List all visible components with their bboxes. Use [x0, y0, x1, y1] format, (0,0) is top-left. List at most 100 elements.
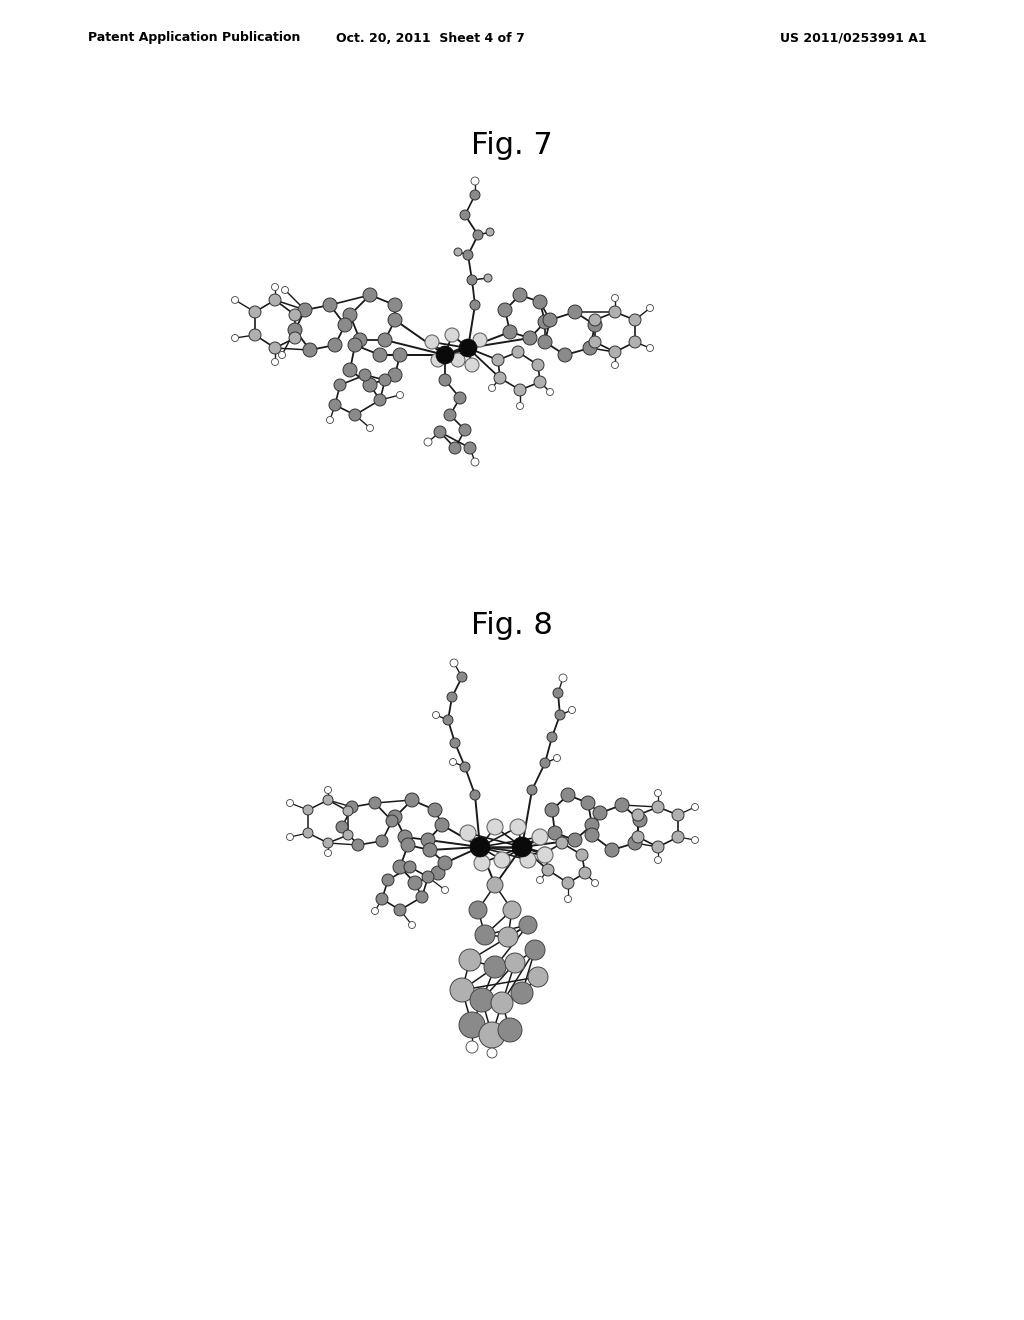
Circle shape — [362, 288, 377, 302]
Circle shape — [349, 409, 361, 421]
Circle shape — [542, 865, 554, 876]
Circle shape — [691, 804, 698, 810]
Circle shape — [450, 659, 458, 667]
Circle shape — [615, 799, 629, 812]
Circle shape — [514, 384, 526, 396]
Circle shape — [424, 438, 432, 446]
Circle shape — [434, 426, 446, 438]
Circle shape — [592, 879, 598, 887]
Circle shape — [528, 968, 548, 987]
Circle shape — [398, 830, 412, 843]
Circle shape — [394, 904, 406, 916]
Circle shape — [473, 230, 483, 240]
Circle shape — [459, 424, 471, 436]
Circle shape — [548, 826, 562, 840]
Circle shape — [609, 346, 621, 358]
Circle shape — [388, 313, 402, 327]
Circle shape — [279, 351, 286, 359]
Circle shape — [459, 949, 481, 972]
Circle shape — [374, 393, 386, 407]
Circle shape — [328, 338, 342, 352]
Circle shape — [672, 832, 684, 843]
Circle shape — [519, 916, 537, 935]
Circle shape — [484, 956, 506, 978]
Circle shape — [466, 1041, 478, 1053]
Text: Fig. 7: Fig. 7 — [471, 131, 553, 160]
Circle shape — [564, 895, 571, 903]
Circle shape — [401, 838, 415, 851]
Circle shape — [558, 348, 572, 362]
Circle shape — [459, 1012, 485, 1038]
Circle shape — [556, 837, 568, 849]
Circle shape — [593, 807, 607, 820]
Circle shape — [511, 982, 534, 1005]
Circle shape — [589, 337, 601, 348]
Circle shape — [585, 818, 599, 832]
Circle shape — [464, 442, 476, 454]
Circle shape — [406, 793, 419, 807]
Circle shape — [450, 738, 460, 748]
Circle shape — [539, 847, 551, 859]
Circle shape — [579, 867, 591, 879]
Circle shape — [475, 925, 495, 945]
Circle shape — [568, 305, 582, 319]
Circle shape — [425, 335, 439, 348]
Circle shape — [346, 801, 358, 813]
Circle shape — [632, 809, 644, 821]
Circle shape — [449, 442, 461, 454]
Circle shape — [416, 891, 428, 903]
Circle shape — [605, 843, 618, 857]
Circle shape — [520, 851, 536, 869]
Circle shape — [652, 841, 664, 853]
Circle shape — [474, 855, 490, 871]
Circle shape — [460, 825, 476, 841]
Circle shape — [488, 384, 496, 392]
Circle shape — [378, 333, 392, 347]
Circle shape — [451, 352, 465, 367]
Circle shape — [459, 339, 477, 356]
Circle shape — [486, 228, 494, 236]
Circle shape — [450, 759, 457, 766]
Circle shape — [559, 675, 567, 682]
Circle shape — [271, 284, 279, 290]
Circle shape — [471, 458, 479, 466]
Circle shape — [503, 902, 521, 919]
Circle shape — [338, 318, 352, 333]
Circle shape — [512, 346, 524, 358]
Circle shape — [450, 978, 474, 1002]
Circle shape — [562, 876, 574, 888]
Circle shape — [513, 288, 527, 302]
Circle shape — [231, 334, 239, 342]
Text: US 2011/0253991 A1: US 2011/0253991 A1 — [780, 32, 927, 45]
Circle shape — [327, 417, 334, 424]
Circle shape — [393, 348, 407, 362]
Circle shape — [443, 715, 453, 725]
Circle shape — [545, 803, 559, 817]
Circle shape — [611, 294, 618, 301]
Circle shape — [435, 818, 449, 832]
Circle shape — [438, 855, 452, 870]
Circle shape — [470, 190, 480, 201]
Circle shape — [581, 796, 595, 810]
Circle shape — [409, 921, 416, 928]
Circle shape — [282, 286, 289, 293]
Circle shape — [388, 810, 402, 824]
Circle shape — [408, 876, 422, 890]
Circle shape — [457, 672, 467, 682]
Circle shape — [422, 871, 434, 883]
Circle shape — [609, 306, 621, 318]
Circle shape — [547, 733, 557, 742]
Circle shape — [428, 803, 442, 817]
Circle shape — [376, 836, 388, 847]
Circle shape — [470, 789, 480, 800]
Circle shape — [376, 894, 388, 906]
Circle shape — [629, 314, 641, 326]
Circle shape — [484, 275, 492, 282]
Circle shape — [231, 297, 239, 304]
Circle shape — [329, 399, 341, 411]
Circle shape — [465, 358, 479, 372]
Circle shape — [561, 788, 575, 803]
Circle shape — [298, 304, 312, 317]
Circle shape — [441, 887, 449, 894]
Circle shape — [323, 795, 333, 805]
